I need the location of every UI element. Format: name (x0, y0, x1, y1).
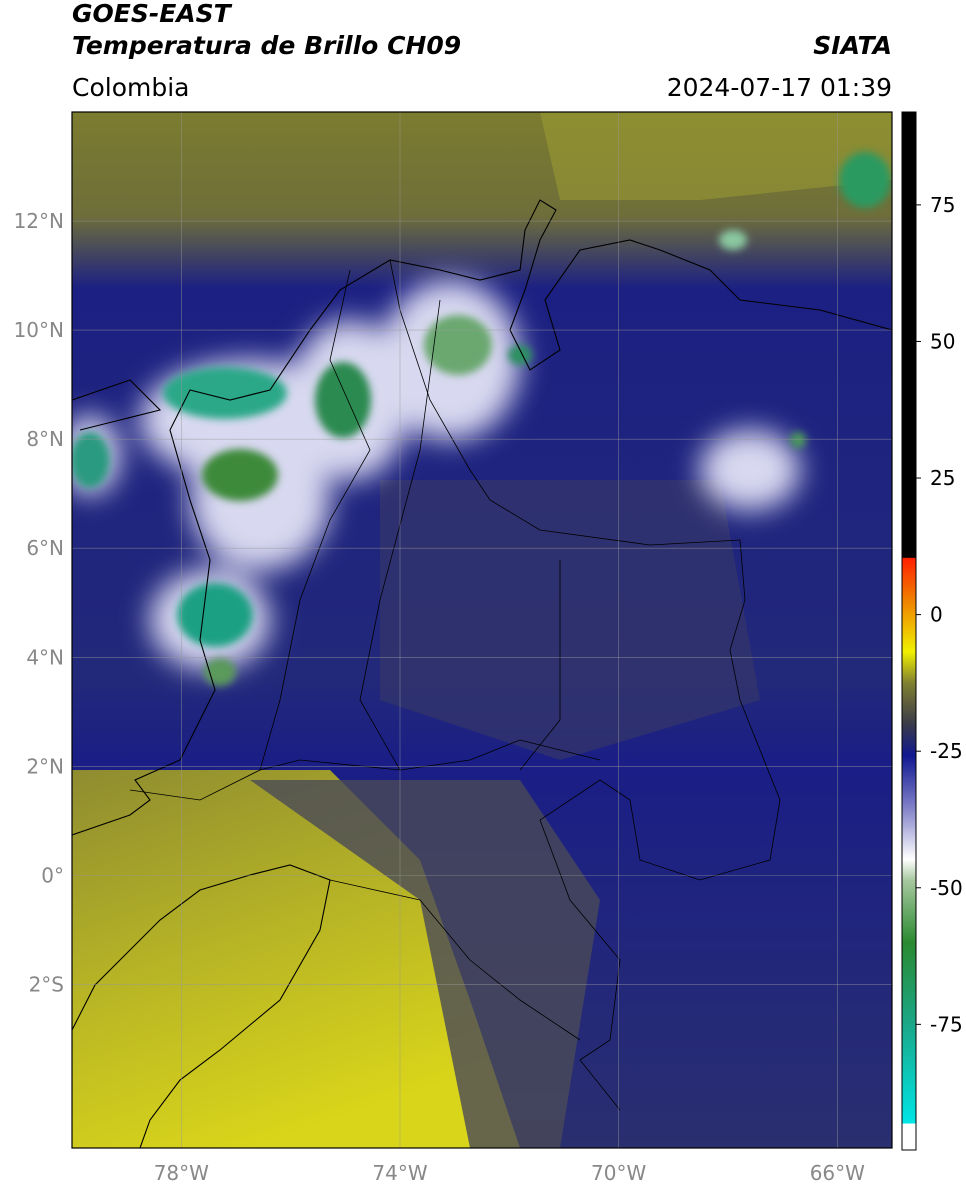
map-frame (71, 111, 893, 1149)
colorbar-tick-label: 0 (930, 603, 943, 627)
lon-tick-label: 74°W (372, 1161, 427, 1185)
graticule (72, 112, 892, 1148)
colorbar-tick-label: 50 (930, 329, 955, 353)
lat-tick-label: 6°N (26, 536, 64, 560)
lat-tick-label: 12°N (14, 209, 64, 233)
lon-tick-label: 70°W (591, 1161, 646, 1185)
lat-tick-label: 10°N (14, 318, 64, 342)
colorbar-tick-label: -75 (930, 1012, 963, 1036)
border (329, 879, 581, 1041)
colorbar (901, 111, 917, 1151)
colorbar-tick-label: -50 (930, 876, 963, 900)
coastline (72, 864, 331, 1148)
coastline (72, 379, 162, 431)
border (129, 739, 601, 801)
lon-tick-label: 66°W (810, 1161, 865, 1185)
colorbar-tick-label: 25 (930, 466, 955, 490)
colorbar-tick-label: 75 (930, 193, 955, 217)
region: Colombia (72, 73, 189, 102)
lat-tick-label: 4°N (26, 645, 64, 669)
coastline (72, 199, 892, 836)
title: GOES-EAST (72, 0, 233, 28)
satellite-image (72, 112, 892, 1148)
colorbar-tick-label: -25 (930, 739, 963, 763)
lat-tick-label: 0° (41, 863, 64, 887)
datetime: 2024-07-17 01:39 (667, 73, 892, 102)
border (389, 259, 781, 1111)
lat-tick-label: 2°S (29, 972, 64, 996)
subtitle: Temperatura de Brillo CH09 (72, 31, 461, 60)
source: SIATA (813, 31, 892, 60)
lat-tick-label: 8°N (26, 427, 64, 451)
colorbar-ticks: 75 50 25 0 -25 -50 -75 (916, 193, 963, 1036)
lat-tick-label: 2°N (26, 754, 64, 778)
border (259, 269, 561, 771)
lon-tick-label: 78°W (154, 1161, 209, 1185)
